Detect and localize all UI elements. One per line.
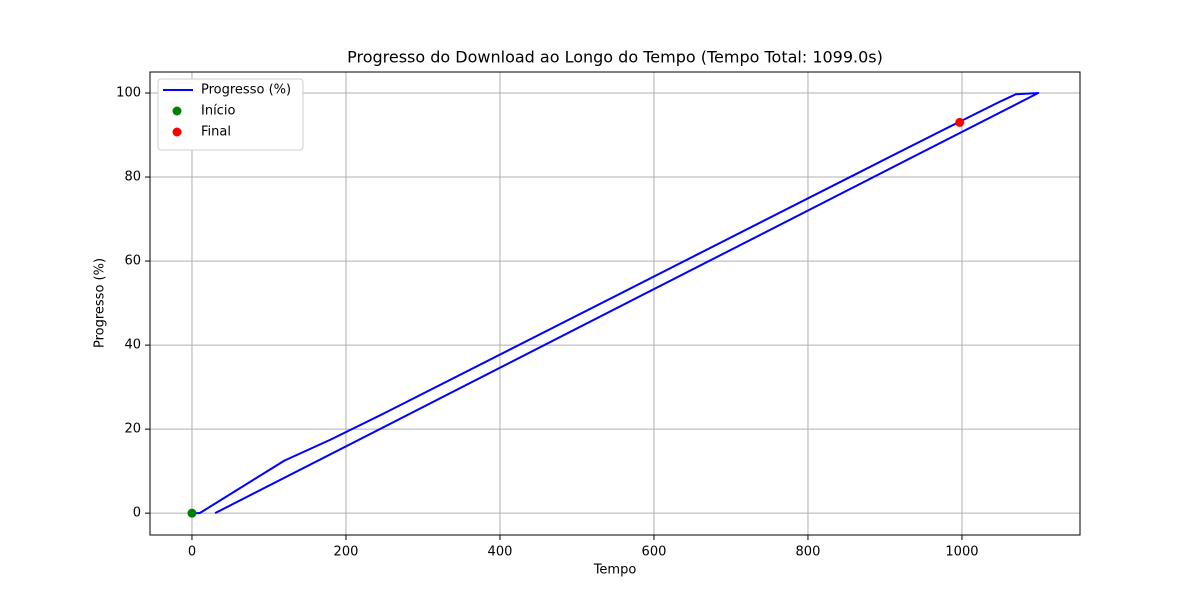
legend-label: Progresso (%) — [201, 83, 291, 98]
x-tick-label: 600 — [642, 545, 667, 560]
y-tick-label: 80 — [124, 170, 141, 185]
y-tick-label: 40 — [124, 338, 141, 353]
x-tick-label: 0 — [188, 545, 196, 560]
x-tick-label: 200 — [334, 545, 359, 560]
data-point — [187, 508, 197, 518]
y-tick-label: 20 — [124, 422, 141, 437]
y-tick-label: 0 — [133, 506, 141, 521]
x-tick-label: 1000 — [945, 545, 978, 560]
x-axis-label: Tempo — [593, 563, 637, 578]
legend-label: Final — [201, 125, 231, 140]
legend-label: Início — [201, 104, 235, 119]
plot-frame — [149, 71, 1081, 536]
legend-box — [157, 78, 304, 151]
data-point — [955, 117, 965, 127]
legend-swatch — [172, 127, 182, 137]
y-tick-label: 60 — [124, 254, 141, 269]
y-tick-label: 100 — [116, 86, 141, 101]
x-tick-label: 800 — [796, 545, 821, 560]
x-tick-label: 400 — [488, 545, 513, 560]
legend-swatch — [172, 106, 182, 116]
chart-title: Progresso do Download ao Longo do Tempo … — [347, 48, 883, 67]
y-axis-label: Progresso (%) — [93, 258, 108, 348]
data-line — [191, 92, 1040, 515]
